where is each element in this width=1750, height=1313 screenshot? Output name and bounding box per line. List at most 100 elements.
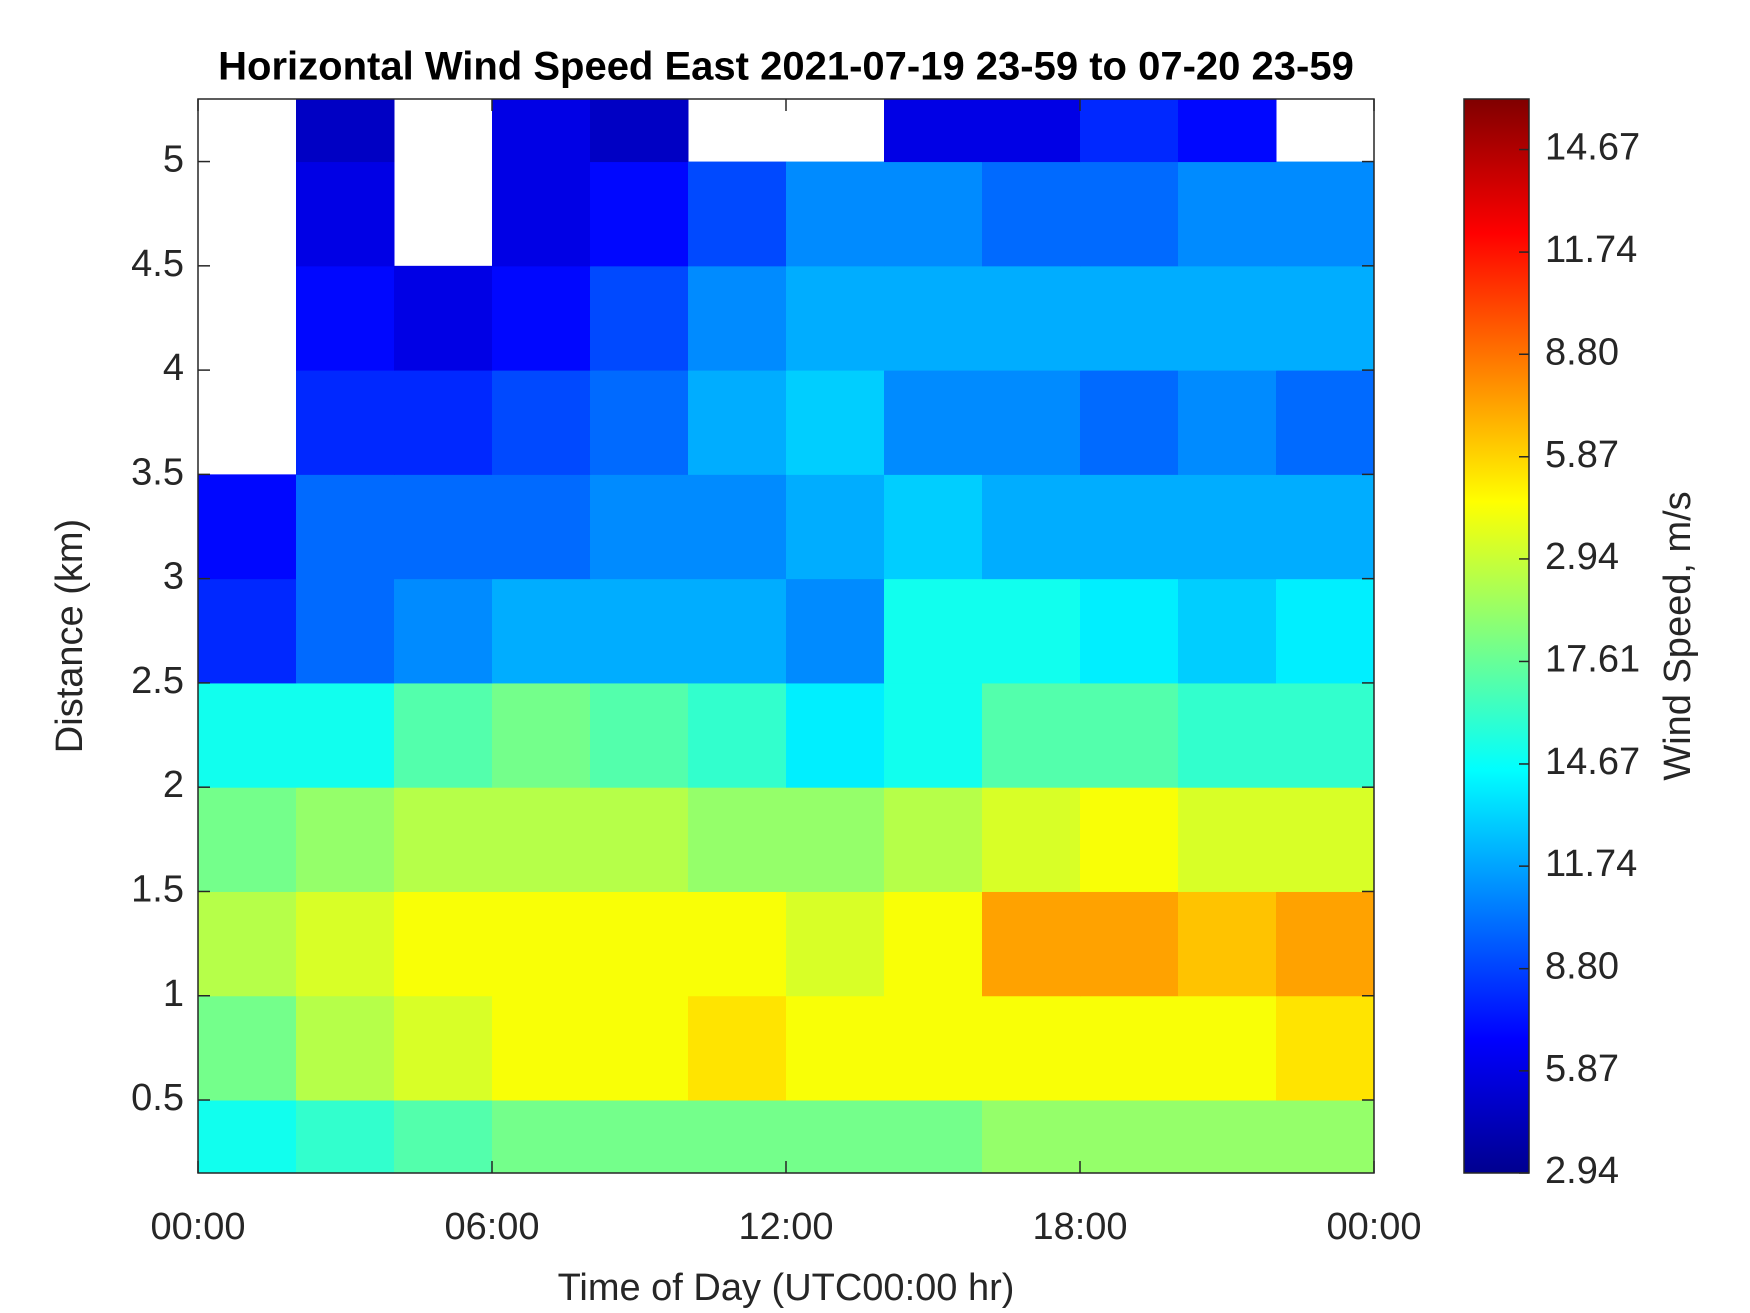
heatmap-cell [296, 474, 395, 580]
heatmap-cell [590, 578, 689, 684]
heatmap-cell [590, 787, 689, 892]
heatmap-cell [1276, 891, 1375, 997]
heatmap-cell [296, 995, 395, 1101]
heatmap-cell [198, 474, 297, 580]
heatmap-cell [688, 682, 787, 788]
x-axis-label: Time of Day (UTC00:00 hr) [558, 1267, 1015, 1309]
colorbar-label: Wind Speed, m/s [1657, 491, 1699, 780]
y-tick-label: 5 [163, 139, 184, 181]
colorbar-tick-label: 14.67 [1545, 741, 1640, 783]
heatmap-cell [688, 995, 787, 1101]
heatmap-cell [688, 1100, 787, 1174]
heatmap-cell [296, 787, 395, 892]
heatmap-cell [394, 891, 493, 997]
heatmap-cell [884, 578, 983, 684]
heatmap-cell [394, 474, 493, 580]
heatmap-cell [982, 995, 1081, 1101]
colorbar-tick-label: 8.80 [1545, 331, 1619, 373]
heatmap-cell [884, 682, 983, 788]
heatmap-cell [688, 787, 787, 892]
heatmap-cell [1080, 891, 1179, 997]
heatmap-cell [492, 1100, 591, 1174]
heatmap-cell [1080, 265, 1179, 371]
heatmap-cell [884, 370, 983, 475]
heatmap-cell [1178, 1100, 1277, 1174]
heatmap-cell [786, 265, 885, 371]
heatmap-cell [786, 474, 885, 580]
heatmap-cell [688, 474, 787, 580]
y-tick-label: 1.5 [131, 868, 184, 910]
heatmap-cell [786, 1100, 885, 1174]
heatmap-cell [1080, 995, 1179, 1101]
heatmap [198, 99, 1375, 1174]
x-tick-label: 18:00 [1032, 1206, 1127, 1248]
heatmap-cell [590, 265, 689, 371]
heatmap-cell [1178, 891, 1277, 997]
heatmap-cell [982, 370, 1081, 475]
heatmap-cell [884, 161, 983, 267]
colorbar [1463, 98, 1530, 1174]
heatmap-cell [198, 787, 297, 892]
heatmap-cell [688, 265, 787, 371]
heatmap-cell [982, 891, 1081, 997]
heatmap-cell [982, 682, 1081, 788]
heatmap-cell [492, 891, 591, 997]
y-tick-label: 3 [163, 556, 184, 598]
y-tick-label: 2.5 [131, 660, 184, 702]
colorbar-tick-label: 11.74 [1545, 843, 1637, 885]
heatmap-cell [1178, 265, 1277, 371]
heatmap-cell [198, 1100, 297, 1174]
colorbar-tick-label: 5.87 [1545, 1048, 1619, 1090]
heatmap-cell [296, 891, 395, 997]
heatmap-cell [1178, 578, 1277, 684]
heatmap-cell [884, 99, 983, 163]
y-axis-label: Distance (km) [49, 519, 91, 753]
heatmap-cell [590, 161, 689, 267]
heatmap-cell [786, 578, 885, 684]
heatmap-cell [198, 891, 297, 997]
y-tick-label: 4 [163, 347, 184, 389]
colorbar-tick-label: 8.80 [1545, 946, 1619, 988]
colorbar-tick-label: 11.74 [1545, 229, 1637, 271]
heatmap-cell [198, 995, 297, 1101]
heatmap-cell [1178, 370, 1277, 475]
heatmap-cell [1276, 370, 1375, 475]
colorbar-tick-label: 2.94 [1545, 1150, 1619, 1192]
heatmap-cell [1178, 787, 1277, 892]
heatmap-cell [1178, 682, 1277, 788]
heatmap-cell [198, 682, 297, 788]
heatmap-cell [1080, 99, 1179, 163]
heatmap-cell [1080, 474, 1179, 580]
heatmap-cell [590, 99, 689, 163]
heatmap-cell [1178, 161, 1277, 267]
heatmap-cell [688, 578, 787, 684]
heatmap-cell [884, 995, 983, 1101]
heatmap-cell [394, 265, 493, 371]
heatmap-cell [1178, 474, 1277, 580]
heatmap-cell [1276, 161, 1375, 267]
heatmap-cell [1080, 161, 1179, 267]
heatmap-cell [884, 474, 983, 580]
y-tick-label: 4.5 [131, 243, 184, 285]
heatmap-cell [492, 370, 591, 475]
heatmap-cell [1276, 995, 1375, 1101]
heatmap-cell [492, 995, 591, 1101]
heatmap-cell [982, 99, 1081, 163]
heatmap-cell [296, 682, 395, 788]
heatmap-cell [884, 787, 983, 892]
heatmap-cell [492, 265, 591, 371]
heatmap-cell [1178, 99, 1277, 163]
heatmap-cell [982, 1100, 1081, 1174]
heatmap-cell [590, 370, 689, 475]
heatmap-cell [688, 370, 787, 475]
heatmap-cell [688, 891, 787, 997]
heatmap-cell [1080, 1100, 1179, 1174]
heatmap-cell [590, 1100, 689, 1174]
y-tick-label: 0.5 [131, 1077, 184, 1119]
heatmap-cell [1080, 682, 1179, 788]
heatmap-cell [394, 1100, 493, 1174]
heatmap-cell [296, 265, 395, 371]
heatmap-cell [394, 682, 493, 788]
heatmap-cell [1276, 682, 1375, 788]
